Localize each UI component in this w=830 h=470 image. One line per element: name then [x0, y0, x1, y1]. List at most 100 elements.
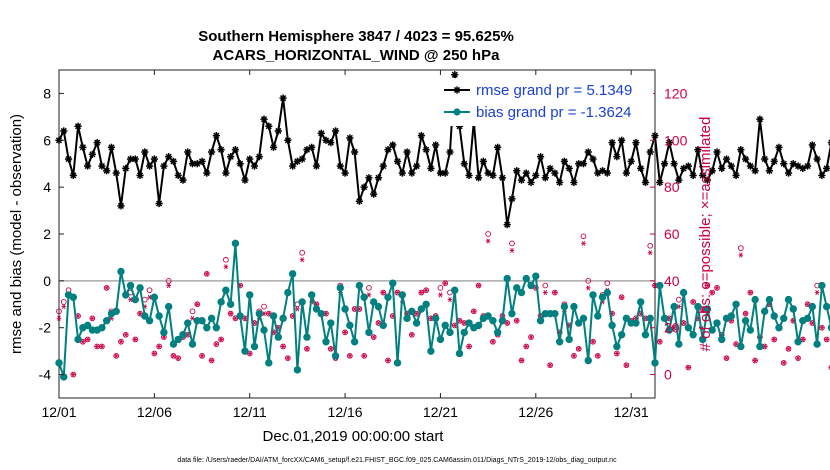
bias-point	[608, 321, 616, 330]
rmse-point	[265, 122, 273, 130]
obs-possible-point	[795, 355, 801, 362]
obs-possible-point	[261, 303, 267, 310]
bias-point	[489, 316, 497, 325]
obs-possible-point	[327, 345, 334, 352]
obs-possible-point	[675, 296, 682, 303]
bias-point	[226, 300, 235, 308]
bias-point	[236, 312, 244, 320]
rmse-point	[403, 148, 411, 156]
obs-possible-point	[528, 334, 534, 340]
bias-point	[322, 338, 330, 346]
obs-assimilated-point	[266, 311, 272, 317]
y-tick-label: 4	[43, 179, 51, 195]
bias-point	[422, 300, 430, 308]
rmse-point	[250, 162, 259, 170]
obs-possible-point	[590, 338, 596, 345]
obs-assimilated-point	[519, 357, 524, 364]
rmse-point	[198, 157, 206, 165]
bias-point	[427, 347, 435, 355]
bias-point	[274, 333, 283, 341]
obs-possible-point	[84, 336, 91, 343]
obs-assimilated-point	[199, 353, 205, 359]
obs-possible-point	[690, 299, 696, 305]
bias-point	[160, 328, 168, 337]
obs-assimilated-point	[71, 372, 76, 378]
bias-point	[679, 288, 688, 297]
obs-assimilated-point	[786, 346, 791, 352]
bias-point	[412, 319, 421, 327]
obs-possible-point	[647, 242, 654, 249]
rmse-point	[84, 162, 92, 170]
obs-possible-point	[547, 362, 553, 369]
bias-point	[651, 359, 659, 367]
bias-point	[122, 291, 130, 299]
rmse-point	[784, 169, 793, 177]
rmse-point	[608, 139, 616, 147]
bias-point	[527, 281, 535, 290]
obs-possible-point	[189, 308, 196, 315]
bias-point	[737, 342, 745, 351]
bias-point	[813, 340, 821, 348]
bias-point	[303, 333, 311, 341]
bias-point	[241, 347, 249, 355]
obs-possible-point	[366, 285, 372, 291]
rmse-point	[298, 155, 306, 163]
bias-point	[74, 335, 82, 344]
bias-point	[656, 281, 664, 290]
obs-possible-point	[103, 285, 110, 291]
legend-entry-bias: bias grand pr = -1.3624	[476, 104, 632, 121]
obs-assimilated-point	[347, 353, 353, 359]
bias-point	[751, 295, 759, 304]
bias-point	[298, 298, 306, 306]
y-axis-right: 0 20 40 60 80 100 120	[650, 85, 688, 383]
bias-point	[60, 373, 68, 381]
rmse-point	[513, 167, 521, 175]
x-axis-label: Dec.01,2019 00:00:00 start	[263, 428, 445, 445]
bias-point	[446, 328, 454, 337]
obs-assimilated-point	[204, 271, 210, 277]
data-file-footnote: data file: /Users/raeder/DAI/ATM_forcXX/…	[177, 457, 617, 464]
rmse-point	[222, 169, 230, 177]
obs-assimilated-point	[509, 247, 515, 253]
bias-point	[808, 302, 817, 311]
obs-possible-point	[618, 294, 625, 301]
rmse-point	[269, 143, 278, 151]
rmse-point	[765, 167, 774, 175]
bias-point	[145, 316, 154, 325]
rmse-point	[69, 171, 77, 180]
rmse-point	[613, 153, 621, 161]
rmse-point	[227, 153, 235, 161]
obs-assimilated-point	[748, 290, 753, 296]
bias-point	[803, 314, 812, 323]
rmse-point	[107, 143, 116, 151]
obs-assimilated-point	[156, 343, 162, 349]
rmse-point	[565, 164, 573, 172]
rmse-point	[494, 143, 502, 151]
bias-point	[474, 321, 483, 330]
obs-possible-point	[99, 343, 105, 350]
obs-assimilated-point	[595, 353, 601, 359]
rmse-point	[684, 162, 692, 170]
y-tick-label: -4	[39, 367, 52, 383]
x-tick-label: 12/21	[423, 404, 458, 420]
obs-possible-point	[580, 233, 587, 240]
obs-possible-point	[346, 352, 353, 359]
obs-possible-point	[509, 240, 515, 247]
bias-point	[641, 331, 650, 339]
obs-assimilated-point	[361, 353, 367, 359]
rmse-point	[274, 127, 282, 135]
bias-point	[408, 307, 416, 316]
rmse-point	[346, 134, 354, 142]
obs-possible-point	[56, 308, 62, 315]
x-tick-label: 12/06	[137, 404, 172, 420]
obs-assimilated-point	[547, 362, 553, 368]
rmse-point	[618, 136, 626, 144]
obs-possible-point	[342, 329, 348, 336]
y-right-tick-label: 60	[664, 226, 680, 242]
obs-assimilated-point	[571, 353, 577, 359]
obs-possible-point	[828, 365, 830, 371]
rmse-point	[126, 155, 135, 163]
rmse-point	[98, 162, 106, 170]
obs-assimilated-point	[714, 285, 720, 291]
rmse-point	[761, 155, 769, 163]
